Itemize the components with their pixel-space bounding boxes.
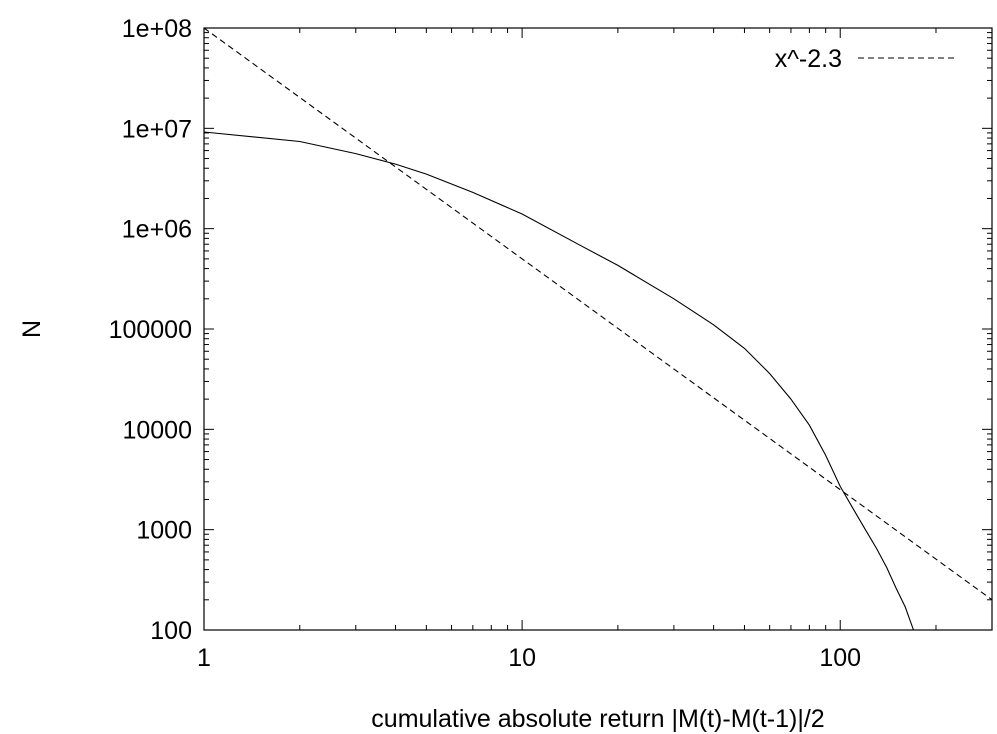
y-tick-label: 1e+08 — [122, 15, 192, 43]
series-line-cumulative-distribution — [203, 131, 915, 631]
y-tick-label: 10000 — [122, 416, 192, 444]
plot-frame — [203, 27, 993, 631]
legend-label-power-law: x^-2.3 — [775, 45, 842, 73]
tick-labels: 100 1000 10000 100000 1e+06 1e+07 1e+08 1 10 100 — [109, 15, 862, 672]
legend: x^-2.3 — [775, 45, 955, 73]
y-tick-label: 100 — [150, 617, 192, 645]
y-tick-label: 1e+06 — [122, 216, 192, 244]
y-tick-label: 1e+07 — [122, 115, 192, 143]
y-tick-label: 100000 — [109, 316, 192, 344]
x-axis-label: cumulative absolute return |M(t)-M(t-1)|… — [371, 705, 824, 733]
x-tick-label: 10 — [508, 644, 536, 672]
series-line-power-law-fit — [203, 27, 993, 601]
x-tick-label: 1 — [197, 644, 211, 672]
x-tick-label: 100 — [819, 644, 861, 672]
y-tick-label: 1000 — [136, 517, 192, 545]
axis-ticks — [203, 27, 993, 631]
y-axis-label: N — [18, 320, 46, 338]
series-group — [203, 27, 993, 631]
